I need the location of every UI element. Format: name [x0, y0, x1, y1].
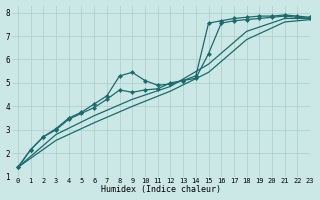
X-axis label: Humidex (Indice chaleur): Humidex (Indice chaleur) — [101, 185, 221, 194]
